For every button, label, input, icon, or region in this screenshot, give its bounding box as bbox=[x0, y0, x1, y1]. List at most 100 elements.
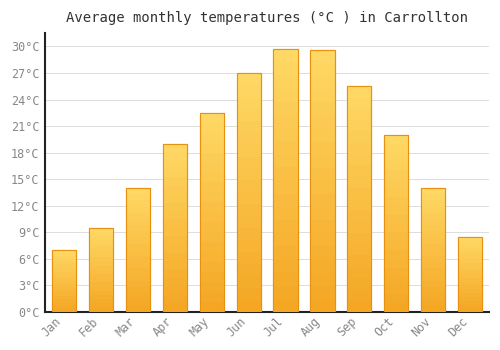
Bar bbox=[384, 135, 408, 312]
Bar bbox=[126, 188, 150, 312]
Bar bbox=[310, 259, 334, 273]
Bar bbox=[384, 161, 408, 170]
Bar bbox=[310, 128, 334, 142]
Bar bbox=[88, 278, 112, 282]
Bar bbox=[236, 109, 260, 121]
Bar bbox=[274, 75, 297, 89]
Bar bbox=[458, 237, 482, 312]
Bar bbox=[52, 302, 76, 306]
Bar bbox=[126, 262, 150, 268]
Bar bbox=[384, 294, 408, 303]
Bar bbox=[274, 272, 297, 286]
Bar bbox=[236, 169, 260, 181]
Bar bbox=[274, 49, 297, 312]
Bar bbox=[274, 89, 297, 101]
Bar bbox=[126, 231, 150, 238]
Bar bbox=[236, 73, 260, 312]
Bar bbox=[348, 188, 372, 199]
Bar bbox=[88, 232, 112, 236]
Bar bbox=[88, 295, 112, 299]
Bar bbox=[236, 181, 260, 192]
Bar bbox=[348, 244, 372, 256]
Bar bbox=[310, 273, 334, 286]
Bar bbox=[126, 256, 150, 262]
Bar bbox=[422, 225, 446, 231]
Bar bbox=[88, 270, 112, 274]
Bar bbox=[126, 306, 150, 312]
Bar bbox=[236, 145, 260, 156]
Bar bbox=[458, 297, 482, 301]
Bar bbox=[274, 194, 297, 207]
Bar bbox=[348, 86, 372, 312]
Bar bbox=[384, 144, 408, 153]
Bar bbox=[200, 222, 224, 232]
Bar bbox=[310, 89, 334, 103]
Title: Average monthly temperatures (°C ) in Carrollton: Average monthly temperatures (°C ) in Ca… bbox=[66, 11, 468, 25]
Bar bbox=[52, 293, 76, 296]
Bar bbox=[236, 300, 260, 312]
Bar bbox=[274, 115, 297, 128]
Bar bbox=[348, 176, 372, 188]
Bar bbox=[126, 268, 150, 275]
Bar bbox=[162, 278, 186, 287]
Bar bbox=[200, 252, 224, 262]
Bar bbox=[126, 287, 150, 293]
Bar bbox=[88, 249, 112, 253]
Bar bbox=[162, 236, 186, 245]
Bar bbox=[384, 250, 408, 259]
Bar bbox=[200, 143, 224, 153]
Bar bbox=[52, 250, 76, 312]
Bar bbox=[162, 203, 186, 211]
Bar bbox=[274, 167, 297, 181]
Bar bbox=[274, 102, 297, 115]
Bar bbox=[88, 274, 112, 278]
Bar bbox=[274, 181, 297, 194]
Bar bbox=[52, 275, 76, 278]
Bar bbox=[162, 144, 186, 312]
Bar bbox=[236, 97, 260, 109]
Bar bbox=[274, 141, 297, 154]
Bar bbox=[236, 121, 260, 133]
Bar bbox=[52, 262, 76, 265]
Bar bbox=[310, 50, 334, 312]
Bar bbox=[310, 63, 334, 76]
Bar bbox=[274, 49, 297, 312]
Bar bbox=[200, 262, 224, 272]
Bar bbox=[348, 143, 372, 154]
Bar bbox=[422, 262, 446, 268]
Bar bbox=[52, 259, 76, 262]
Bar bbox=[236, 133, 260, 145]
Bar bbox=[274, 62, 297, 75]
Bar bbox=[52, 256, 76, 259]
Bar bbox=[310, 207, 334, 220]
Bar bbox=[274, 233, 297, 246]
Bar bbox=[200, 153, 224, 162]
Bar bbox=[236, 264, 260, 276]
Bar bbox=[458, 263, 482, 267]
Bar bbox=[162, 228, 186, 236]
Bar bbox=[348, 267, 372, 278]
Bar bbox=[126, 225, 150, 231]
Bar bbox=[422, 188, 446, 312]
Bar bbox=[348, 289, 372, 301]
Bar bbox=[384, 241, 408, 250]
Bar bbox=[52, 250, 76, 253]
Bar bbox=[458, 267, 482, 271]
Bar bbox=[348, 109, 372, 120]
Bar bbox=[422, 231, 446, 238]
Bar bbox=[162, 144, 186, 312]
Bar bbox=[348, 154, 372, 165]
Bar bbox=[274, 220, 297, 233]
Bar bbox=[52, 272, 76, 275]
Bar bbox=[236, 288, 260, 300]
Bar bbox=[162, 177, 186, 186]
Bar bbox=[126, 200, 150, 206]
Bar bbox=[384, 135, 408, 312]
Bar bbox=[348, 120, 372, 131]
Bar bbox=[458, 274, 482, 278]
Bar bbox=[52, 309, 76, 312]
Bar bbox=[88, 287, 112, 291]
Bar bbox=[310, 194, 334, 207]
Bar bbox=[422, 250, 446, 256]
Bar bbox=[384, 170, 408, 179]
